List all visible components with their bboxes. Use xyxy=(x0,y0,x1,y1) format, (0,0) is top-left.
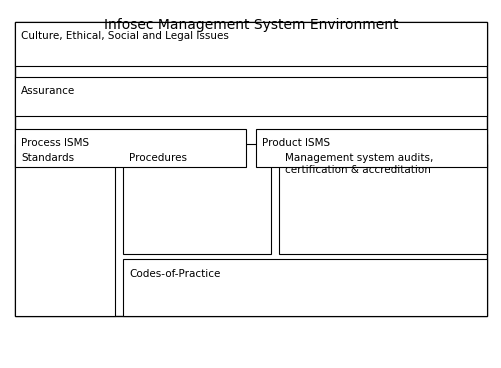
Bar xyxy=(15,22,486,316)
Bar xyxy=(15,144,115,316)
Text: Culture, Ethical, Social and Legal Issues: Culture, Ethical, Social and Legal Issue… xyxy=(21,31,228,41)
Bar xyxy=(15,22,486,66)
Bar xyxy=(123,259,486,316)
Text: Management system audits,
certification & accreditation: Management system audits, certification … xyxy=(284,153,432,175)
Text: Product ISMS: Product ISMS xyxy=(262,138,330,148)
Text: Codes-of-Practice: Codes-of-Practice xyxy=(129,269,220,279)
Bar xyxy=(15,77,486,116)
Text: Process ISMS: Process ISMS xyxy=(21,138,89,148)
Text: Standards: Standards xyxy=(21,153,74,163)
Text: Procedures: Procedures xyxy=(129,153,187,163)
Text: Infosec Management System Environment: Infosec Management System Environment xyxy=(104,18,397,32)
Bar xyxy=(15,129,245,167)
Bar xyxy=(278,144,486,254)
Text: Assurance: Assurance xyxy=(21,86,75,96)
Bar xyxy=(123,144,271,254)
Bar xyxy=(256,129,486,167)
